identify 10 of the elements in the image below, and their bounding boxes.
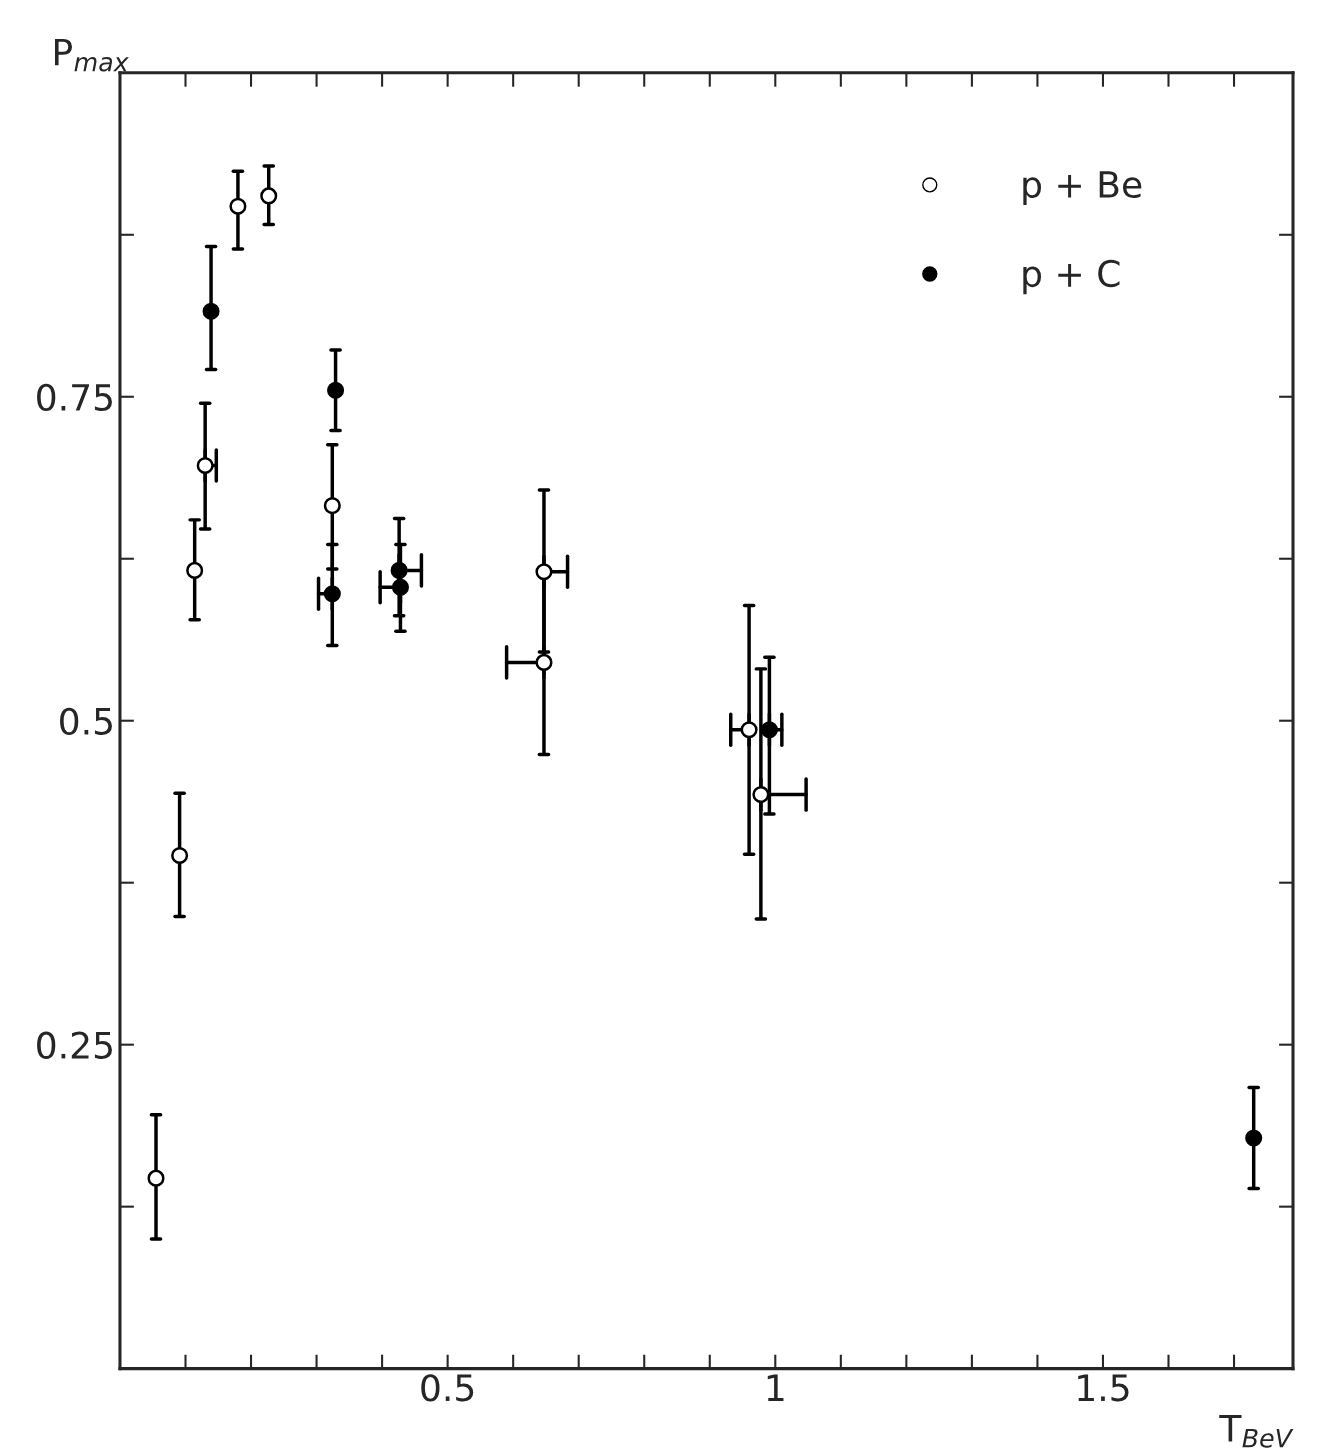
y-tick-label: 0.5 (60, 707, 112, 735)
legend-label: p + Be (1023, 171, 1142, 206)
y-tick-label: 0.75 (37, 383, 112, 411)
x-tick-label: 0.5 (421, 1374, 474, 1402)
x-tick-label: 1.5 (1078, 1374, 1129, 1402)
y-axis-title: P$_{max}$ (55, 38, 129, 72)
legend-label: p + C (1023, 259, 1120, 295)
x-axis-title: T$_{BeV}$ (1219, 1415, 1294, 1448)
y-tick-label: 0.25 (37, 1031, 112, 1059)
x-tick-label: 1 (767, 1374, 784, 1401)
